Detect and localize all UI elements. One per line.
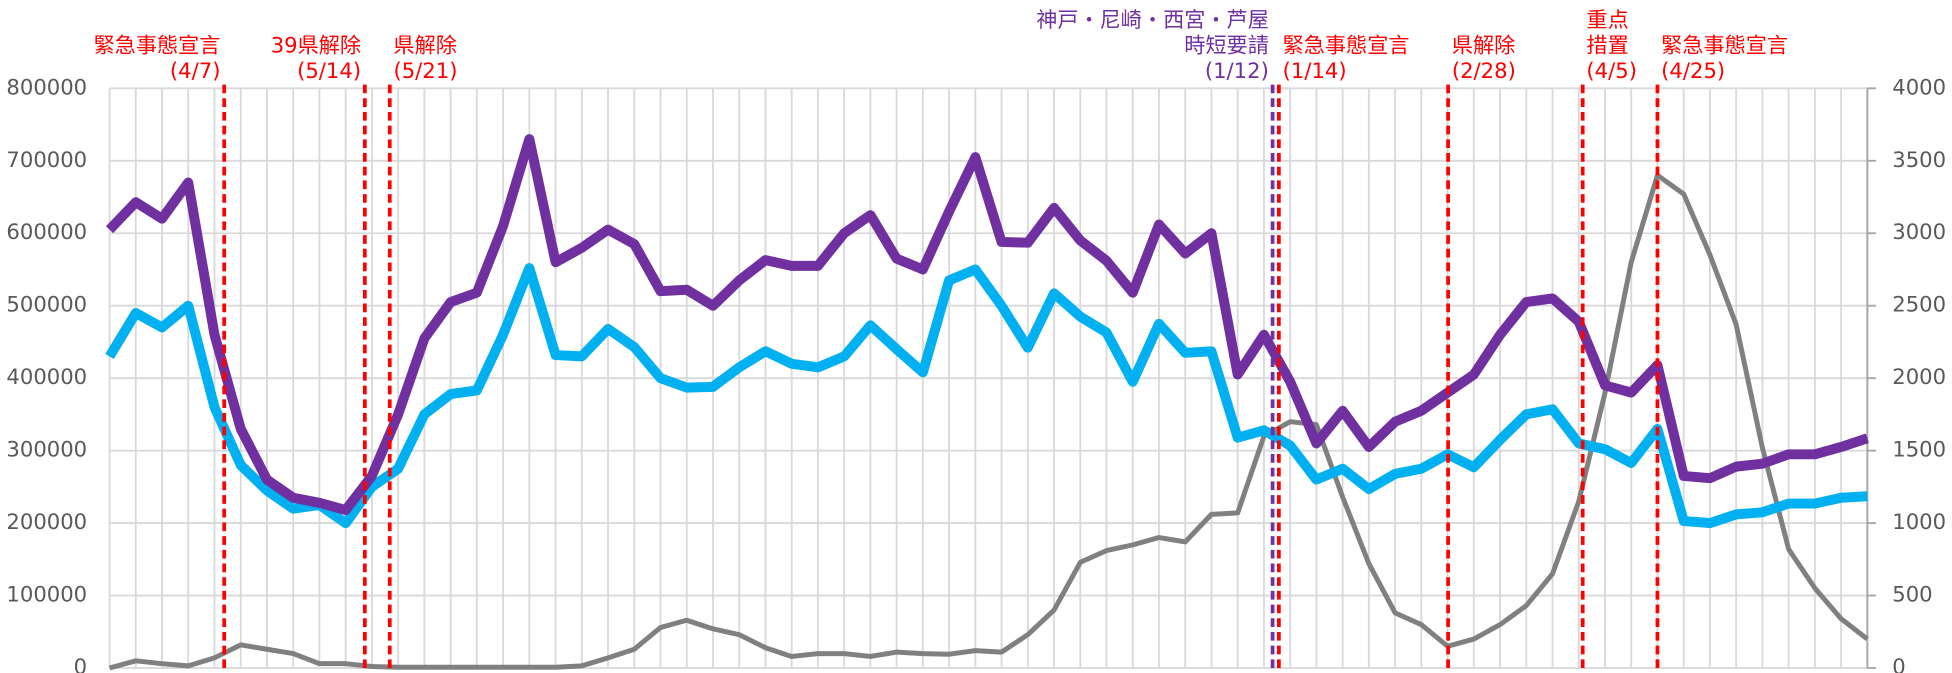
series-line [108, 172, 1869, 671]
event-label: (1/12) [1205, 58, 1269, 83]
event-label: (2/28) [1452, 58, 1516, 83]
event-label: 措置 [1586, 33, 1628, 58]
y2-tick-label: 3000 [1892, 219, 1946, 244]
y2-tick-label: 1500 [1892, 437, 1946, 462]
event-label: (5/21) [393, 58, 457, 83]
event-label: (5/14) [297, 58, 361, 83]
y-tick-label: 800000 [6, 74, 87, 99]
y2-tick-label: 2000 [1892, 364, 1946, 389]
y2-tick-label: 1000 [1892, 509, 1946, 534]
event-label: 39県解除 [271, 33, 361, 58]
event-label: 時短要請 [1184, 33, 1269, 58]
event-label: 県解除 [1452, 33, 1515, 58]
event-label: (1/14) [1283, 58, 1347, 83]
event-label: 緊急事態宣言 [1283, 33, 1410, 58]
event-label: 県解除 [393, 33, 456, 58]
y-tick-label: 400000 [6, 364, 87, 389]
event-label: 緊急事態宣言 [1661, 33, 1788, 58]
y-tick-label: 200000 [6, 509, 87, 534]
y2-tick-label: 0 [1892, 654, 1905, 673]
event-label: (4/7) [170, 58, 221, 83]
y2-tick-label: 4000 [1892, 74, 1946, 99]
event-label: 緊急事態宣言 [94, 33, 221, 58]
event-label: (4/25) [1661, 58, 1725, 83]
y-tick-label: 300000 [6, 437, 87, 462]
y-tick-label: 600000 [6, 219, 87, 244]
event-label: (4/5) [1586, 58, 1637, 83]
y2-tick-label: 2500 [1892, 292, 1946, 317]
event-label: 神戸・尼崎・西宮・芦屋 [1036, 7, 1269, 32]
y-tick-label: 500000 [6, 292, 87, 317]
series-line [105, 134, 1869, 516]
y2-tick-label: 500 [1892, 582, 1932, 607]
series-line [105, 263, 1868, 529]
y-tick-label: 100000 [6, 582, 87, 607]
y-tick-label: 0 [74, 654, 87, 673]
y-tick-label: 700000 [6, 147, 87, 172]
event-label: 重点 [1586, 7, 1628, 32]
y2-tick-label: 3500 [1892, 147, 1946, 172]
